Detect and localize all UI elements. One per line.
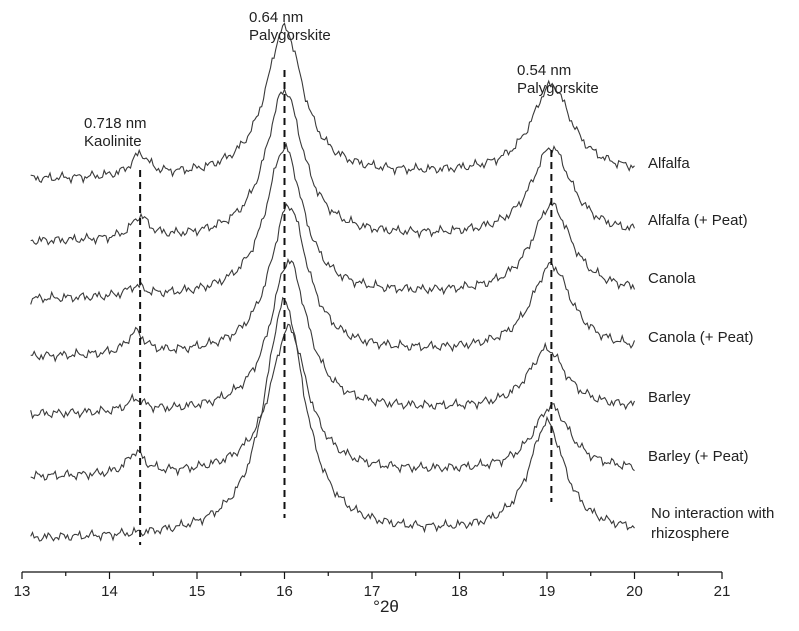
peak-annotation-line: Palygorskite [517, 80, 599, 97]
peak-annotation-line: 0.64 nm [249, 9, 303, 26]
series-label-no-interaction-with-rhizosphere: No interaction with rhizosphere [651, 505, 774, 542]
series-label-alfalfa: Alfalfa [648, 155, 690, 172]
peak-annotation: 0.54 nm Palygorskite [517, 62, 599, 97]
x-tick-label: 16 [276, 583, 293, 600]
series-label-alfalfa-peat: Alfalfa (+ Peat) [648, 212, 748, 229]
trace-alfalfa [30, 22, 635, 185]
peak-annotation-line: Palygorskite [249, 27, 331, 44]
series-label-line: No interaction with [651, 505, 774, 522]
peak-annotation: 0.718 nm Kaolinite [84, 115, 147, 150]
x-tick-label: 15 [189, 583, 206, 600]
x-tick-label: 21 [714, 583, 731, 600]
series-label-line: Alfalfa [648, 155, 690, 172]
x-axis-label: °2θ [373, 597, 399, 616]
peak-annotation-line: Kaolinite [84, 133, 142, 150]
series-label-barley: Barley [648, 389, 691, 406]
series-label-line: Barley (+ Peat) [648, 448, 748, 465]
x-tick-label: 14 [101, 583, 118, 600]
peak-marker-group [139, 70, 553, 545]
x-tick-label: 20 [626, 583, 643, 600]
series-label-line: Barley [648, 389, 691, 406]
series-label-canola-peat: Canola (+ Peat) [648, 329, 753, 346]
x-tick-label: 19 [539, 583, 556, 600]
series-label-line: Canola (+ Peat) [648, 329, 753, 346]
trace-alfalfa-peat [30, 87, 636, 246]
trace-barley-peat [30, 323, 635, 481]
trace-no-interaction-with-rhizosphere [30, 296, 635, 542]
trace-canola [30, 142, 636, 305]
series-label-group: Alfalfa Alfalfa (+ Peat) Canola Canola (+ P… [648, 155, 774, 542]
series-label-line: Alfalfa (+ Peat) [648, 212, 748, 229]
trace-canola-peat [30, 202, 636, 363]
series-label-line: Canola [648, 270, 696, 287]
peak-annotation: 0.64 nm Palygorskite [249, 9, 331, 44]
series-label-canola: Canola [648, 270, 696, 287]
series-label-barley-peat: Barley (+ Peat) [648, 448, 748, 465]
x-tick-label: 18 [451, 583, 468, 600]
trace-barley [30, 257, 636, 420]
x-tick-label: 13 [14, 583, 31, 600]
peak-annotation-line: 0.718 nm [84, 115, 147, 132]
peak-annotation-line: 0.54 nm [517, 62, 571, 79]
x-tick-label: 17 [364, 583, 381, 600]
series-label-line: rhizosphere [651, 525, 729, 542]
x-axis: 13 14 15 16 17 18 19 20 21 [14, 571, 731, 600]
trace-group [30, 22, 636, 542]
